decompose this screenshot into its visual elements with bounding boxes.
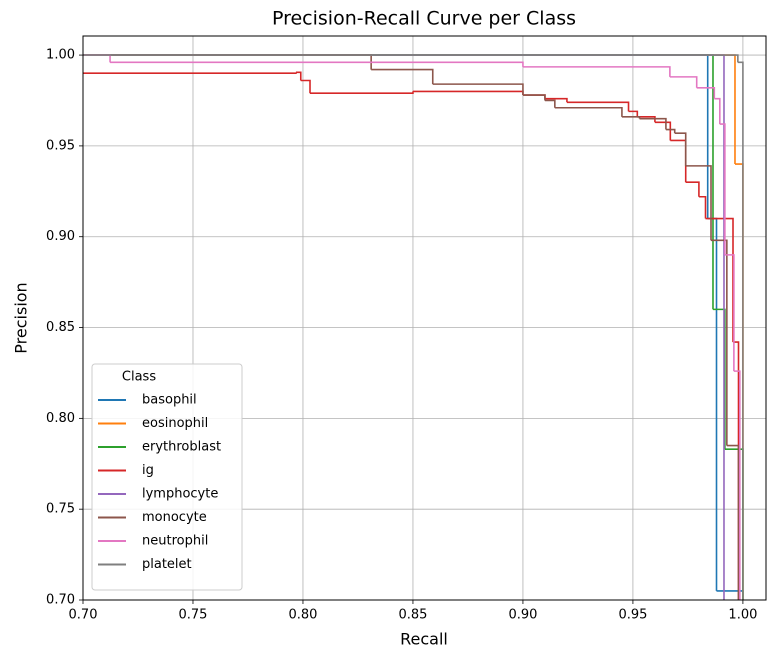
curve-step <box>685 165 712 241</box>
curve-step <box>371 68 434 85</box>
legend-label: neutrophil <box>142 534 208 549</box>
legend-box <box>91 363 243 591</box>
legend-label: eosinophil <box>142 416 208 431</box>
curve-step <box>696 86 716 99</box>
curve-step <box>566 101 630 112</box>
curve-step <box>83 72 297 75</box>
curve-step <box>733 341 740 600</box>
curve-step <box>726 444 740 600</box>
curve-step <box>554 106 623 117</box>
y-tick-label: 0.70 <box>46 593 75 608</box>
x-tick-label: 0.85 <box>398 608 427 623</box>
legend-label: basophil <box>142 393 197 408</box>
curve-step <box>522 94 546 101</box>
curve-step <box>83 54 736 165</box>
curve-step <box>685 181 700 197</box>
legend-title: Class <box>122 370 156 385</box>
curve-step <box>714 97 721 125</box>
curve-step <box>705 217 734 343</box>
curve-step <box>712 308 726 450</box>
curve-step <box>628 110 639 117</box>
curve-step <box>637 116 656 123</box>
y-axis-label: Precision <box>12 282 31 353</box>
curve-step <box>670 139 687 183</box>
curve-step <box>522 66 671 77</box>
curve-step <box>707 217 718 591</box>
curve-step <box>674 132 687 166</box>
plot-frame <box>82 35 767 601</box>
curves <box>83 54 744 600</box>
curve-step <box>719 123 726 255</box>
curve-step <box>432 83 524 96</box>
curve-step <box>733 370 741 600</box>
curve-step <box>654 121 672 141</box>
y-tick-label: 0.75 <box>46 502 75 517</box>
chart-title: Precision-Recall Curve per Class <box>272 8 576 30</box>
curve-step <box>698 195 707 219</box>
curve-step <box>724 254 735 372</box>
x-tick-label: 1.00 <box>728 608 757 623</box>
curve-step <box>110 61 524 67</box>
curve-step <box>737 61 744 600</box>
y-tick-label: 0.90 <box>46 229 75 244</box>
curve-step <box>621 116 641 119</box>
curve-step <box>544 99 556 108</box>
x-axis-label: Recall <box>400 630 448 649</box>
curve-step <box>665 128 676 134</box>
y-tick-label: 0.80 <box>46 411 75 426</box>
legend-label: ig <box>142 463 154 478</box>
legend-label: erythroblast <box>142 440 221 455</box>
curve-step <box>83 54 739 63</box>
curve-step <box>639 117 667 130</box>
legend: Class basophil eosinophil erythroblast ig lym… <box>91 363 243 591</box>
curve-step <box>295 71 302 81</box>
x-tick-label: 0.95 <box>618 608 647 623</box>
y-tick-label: 1.00 <box>46 48 75 63</box>
curve-step <box>83 54 111 63</box>
curve-step <box>669 76 698 88</box>
x-tick-label: 0.75 <box>179 608 208 623</box>
x-tick-label: 0.80 <box>288 608 317 623</box>
legend-label: platelet <box>142 557 192 572</box>
y-tick-label: 0.95 <box>46 138 75 153</box>
curve-step <box>83 54 709 219</box>
x-tick-label: 0.70 <box>69 608 98 623</box>
curve-step <box>544 97 568 103</box>
curve-step <box>310 91 414 95</box>
legend-label: lymphocyte <box>142 487 218 502</box>
x-tick-label: 0.90 <box>508 608 537 623</box>
legend-label: monocyte <box>142 510 207 525</box>
y-tick-label: 0.85 <box>46 320 75 335</box>
curve-step <box>412 90 524 96</box>
curve-step <box>300 79 311 94</box>
curve-step <box>711 239 728 446</box>
